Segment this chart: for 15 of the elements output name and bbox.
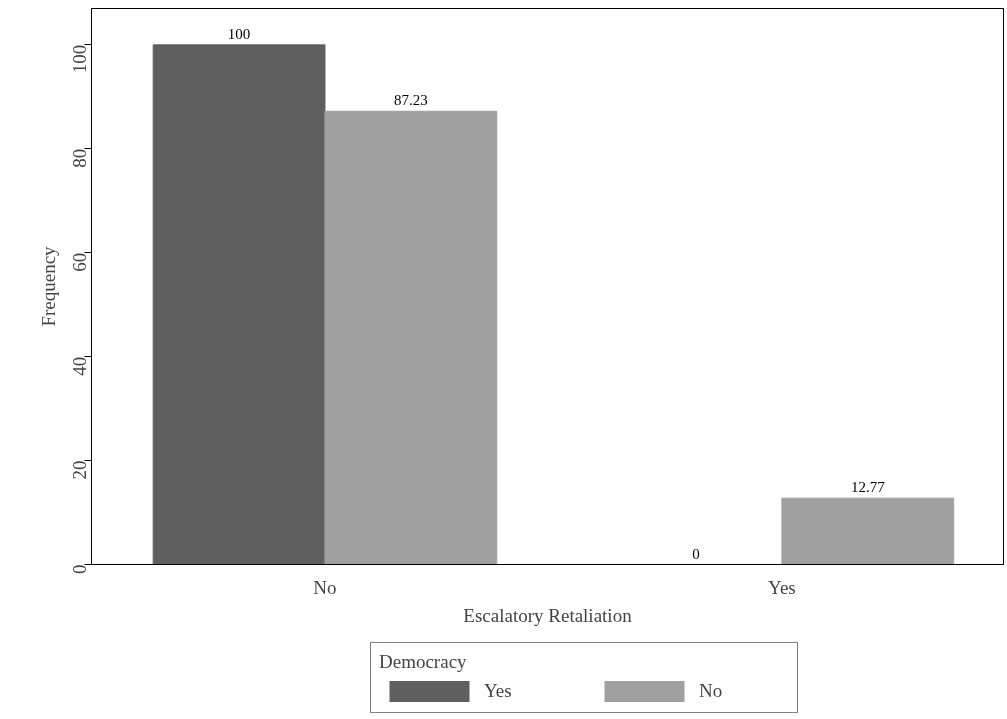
x-axis-title: Escalatory Retaliation [463,604,633,626]
data-label: 0 [692,545,700,562]
legend-label: Yes [484,680,513,702]
y-tick-label: 60 [69,252,90,272]
y-tick-label: 40 [69,356,90,376]
y-tick-label: 0 [69,564,90,574]
data-label: 87.23 [394,92,428,109]
y-tick-label: 100 [69,44,90,74]
data-label: 12.77 [850,479,886,496]
y-tick-label: 80 [69,148,90,168]
y-tick-label: 20 [69,460,90,480]
y-axis-title: Frequency [37,245,59,327]
data-label: 100 [227,25,251,42]
legend-title: Democracy [379,651,468,673]
legend-label: No [699,680,724,702]
